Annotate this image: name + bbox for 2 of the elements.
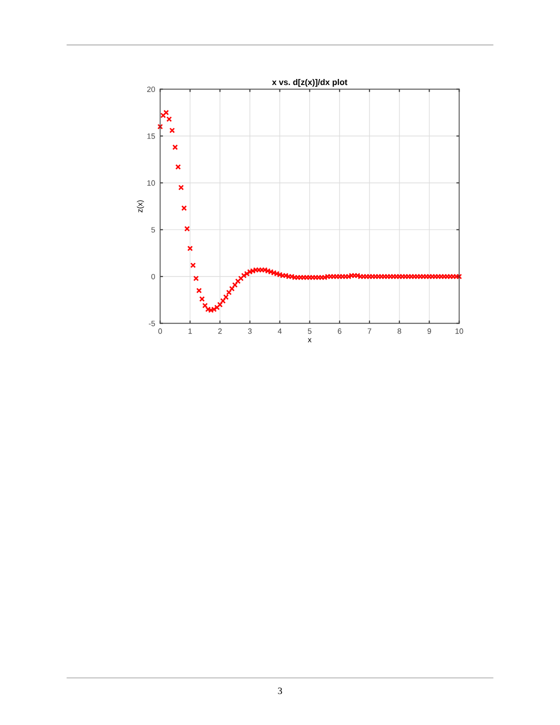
- text: 3: [278, 688, 282, 694]
- chart-title: x vs. d[z(x)]/dx plot: [272, 78, 348, 87]
